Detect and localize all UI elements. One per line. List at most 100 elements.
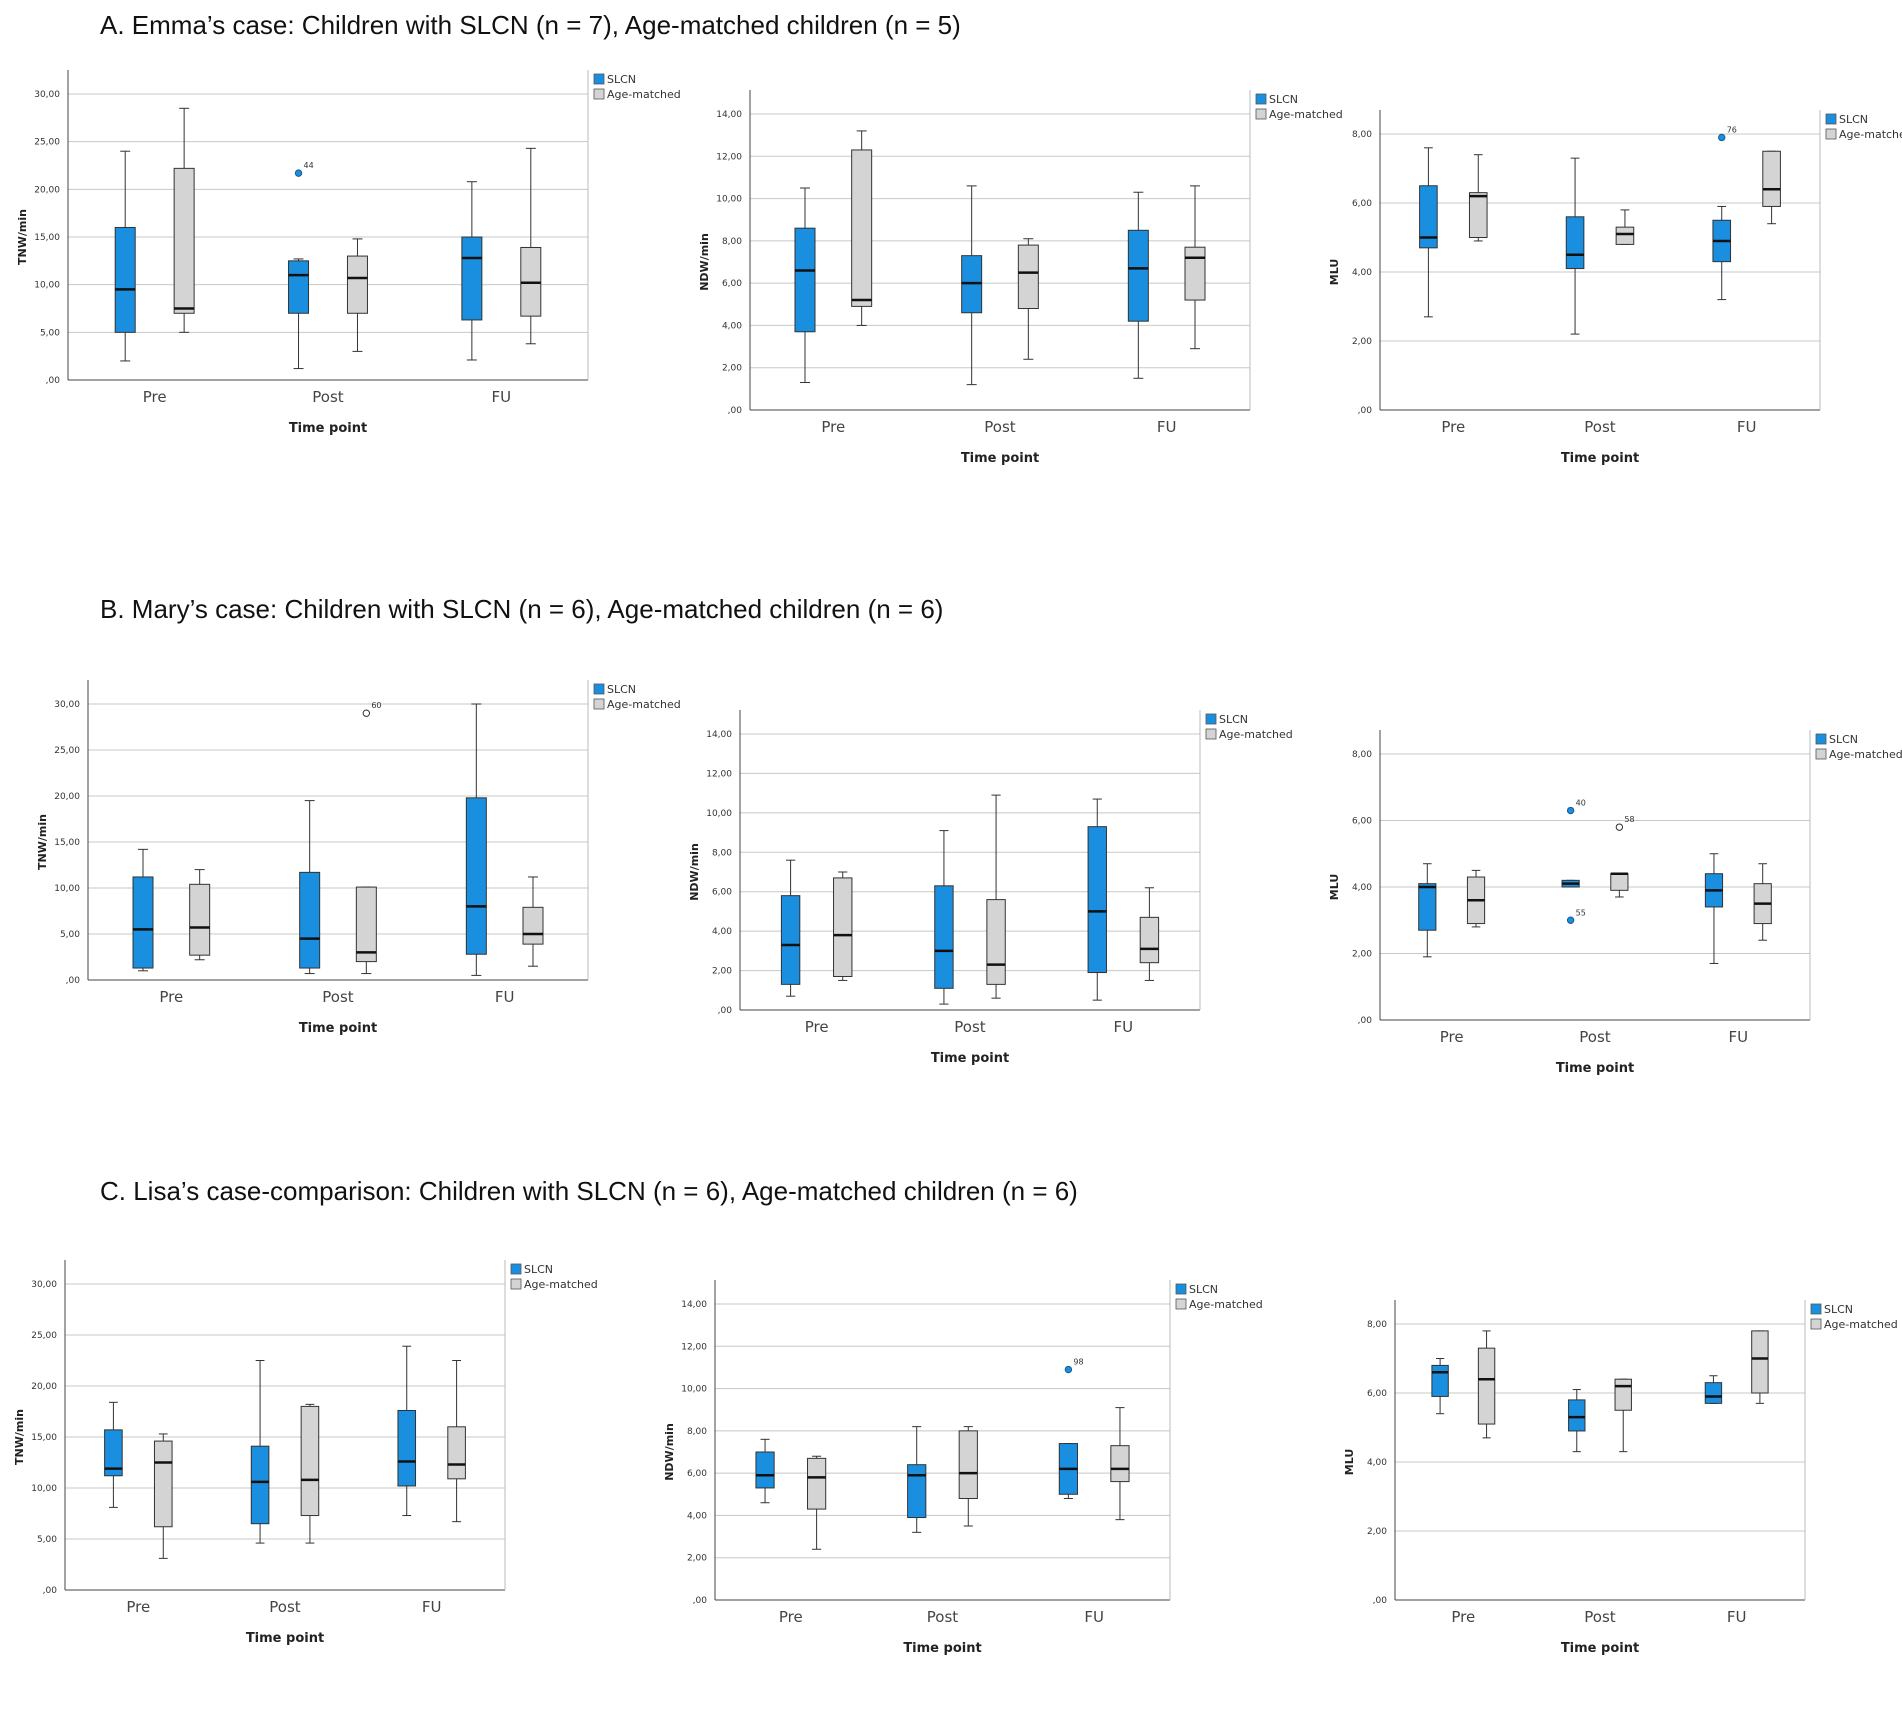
x-category-label: Pre: [1440, 1028, 1464, 1046]
box-age-matched: [1468, 192, 1488, 238]
x-axis-title: Time point: [1556, 1061, 1634, 1076]
x-category-label: FU: [1729, 1028, 1749, 1046]
section-title-c: C. Lisa’s case-comparison: Children with…: [100, 1176, 1078, 1206]
legend-swatch-slcn: [593, 683, 605, 695]
legend-label-age-matched: Age-matched: [607, 698, 681, 711]
chart-b-tnw: ,00 5,00 10,00 15,00 20,00 25,00 30,00 Pre Post 6…: [36, 680, 681, 1036]
box-slcn: [114, 226, 136, 333]
y-axis-title: MLU: [1328, 874, 1341, 901]
legend-label-age-matched: Age-matched: [524, 1278, 598, 1291]
y-tick-label: 20,00: [54, 792, 80, 802]
y-tick-label: 15,00: [31, 1433, 57, 1443]
legend-swatch-age-matched: [1255, 108, 1267, 120]
outlier-point-age-matched: [362, 709, 371, 717]
chart-c-ndw: ,00 2,00 4,00 6,00 8,00 10,00 12,00 14,00 Pre Pos…: [663, 1280, 1263, 1656]
y-tick-label: 10,00: [706, 809, 732, 819]
chart-a-ndw: ,00 2,00 4,00 6,00 8,00 10,00 12,00 14,00 Pre Pos…: [698, 90, 1343, 466]
outlier-point-slcn: [1566, 916, 1575, 924]
chart-c-tnw: ,00 5,00 10,00 15,00 20,00 25,00 30,00 Pre Post F…: [13, 1260, 598, 1646]
box-slcn: [794, 227, 816, 333]
y-tick-label: 2,00: [722, 364, 742, 374]
legend-swatch-slcn: [1810, 1303, 1822, 1315]
legend-label-age-matched: Age-matched: [1269, 108, 1343, 121]
box-slcn: [397, 1409, 417, 1487]
x-axis-title: Time point: [299, 1021, 377, 1036]
outlier-point-slcn: [294, 169, 303, 177]
y-tick-label: 10,00: [716, 195, 742, 205]
y-tick-label: 8,00: [1352, 750, 1372, 760]
box-slcn: [934, 885, 954, 989]
x-axis-title: Time point: [1561, 1641, 1639, 1656]
outlier-label: 58: [1624, 815, 1634, 824]
legend-label-slcn: SLCN: [1189, 1283, 1218, 1296]
y-tick-label: 25,00: [31, 1331, 57, 1341]
x-axis-title: Time point: [246, 1631, 324, 1646]
y-tick-label: 30,00: [54, 700, 80, 710]
legend-swatch-age-matched: [593, 88, 605, 100]
x-category-label: FU: [1737, 418, 1757, 436]
y-tick-label: 4,00: [1367, 1458, 1387, 1468]
box-slcn: [288, 260, 310, 314]
box-slcn: [907, 1464, 927, 1519]
legend-label-slcn: SLCN: [1839, 113, 1868, 126]
legend-label-age-matched: Age-matched: [1219, 728, 1293, 741]
box-age-matched: [1477, 1347, 1496, 1425]
legend-label-slcn: SLCN: [607, 683, 636, 696]
x-category-label: Post: [1584, 418, 1616, 436]
y-tick-label: 10,00: [54, 884, 80, 894]
section-title-a: A. Emma’s case: Children with SLCN (n = …: [100, 10, 961, 40]
box-slcn: [104, 1429, 123, 1477]
y-tick-label: 5,00: [40, 328, 60, 338]
box-slcn: [465, 797, 487, 955]
x-category-label: Pre: [779, 1608, 803, 1626]
legend-swatch-age-matched: [1825, 128, 1837, 140]
y-tick-label: 6,00: [687, 1469, 707, 1479]
legend-swatch-slcn: [593, 73, 605, 85]
y-tick-label: 4,00: [722, 321, 742, 331]
legend-swatch-age-matched: [1205, 728, 1217, 740]
box-age-matched: [1139, 916, 1160, 964]
x-axis-title: Time point: [931, 1051, 1009, 1066]
y-tick-label: 20,00: [34, 185, 60, 195]
box-slcn: [1087, 826, 1107, 974]
box-age-matched: [153, 1440, 173, 1528]
y-tick-label: 15,00: [34, 233, 60, 243]
y-tick-label: 8,00: [722, 237, 742, 247]
legend-label-slcn: SLCN: [607, 73, 636, 86]
y-tick-label: 12,00: [706, 769, 732, 779]
legend-swatch-age-matched: [1175, 1298, 1187, 1310]
box-age-matched: [1751, 1330, 1769, 1394]
y-tick-label: 10,00: [31, 1484, 57, 1494]
x-category-label: FU: [1084, 1608, 1104, 1626]
legend-label-age-matched: Age-matched: [1824, 1318, 1898, 1331]
outlier-label: 44: [304, 161, 314, 170]
box-age-matched: [189, 883, 211, 956]
y-tick-label: 6,00: [1352, 199, 1372, 209]
y-tick-label: ,00: [1373, 1596, 1388, 1606]
outlier-label: 76: [1727, 125, 1737, 134]
y-tick-label: ,00: [43, 1586, 58, 1596]
y-axis-title: NDW/min: [663, 1423, 676, 1481]
legend-swatch-age-matched: [593, 698, 605, 710]
box-slcn: [1127, 229, 1149, 322]
x-category-label: FU: [495, 988, 515, 1006]
y-tick-label: 14,00: [706, 730, 732, 740]
x-category-label: Pre: [1451, 1608, 1475, 1626]
box-slcn: [1565, 216, 1585, 270]
y-tick-label: 12,00: [681, 1342, 707, 1352]
x-category-label: Pre: [143, 388, 167, 406]
x-category-label: Pre: [126, 1598, 150, 1616]
y-tick-label: 6,00: [712, 888, 732, 898]
y-tick-label: 2,00: [687, 1554, 707, 1564]
legend-swatch-age-matched: [510, 1278, 522, 1290]
x-category-label: Pre: [821, 418, 845, 436]
legend-swatch-slcn: [1815, 733, 1827, 745]
box-slcn: [755, 1451, 775, 1489]
legend-swatch-slcn: [510, 1263, 522, 1275]
box-age-matched: [851, 149, 873, 307]
y-tick-label: ,00: [718, 1006, 733, 1016]
outlier-label: 55: [1576, 908, 1586, 917]
legend-swatch-age-matched: [1815, 748, 1827, 760]
box-age-matched: [1762, 150, 1781, 207]
box-age-matched: [958, 1430, 978, 1500]
